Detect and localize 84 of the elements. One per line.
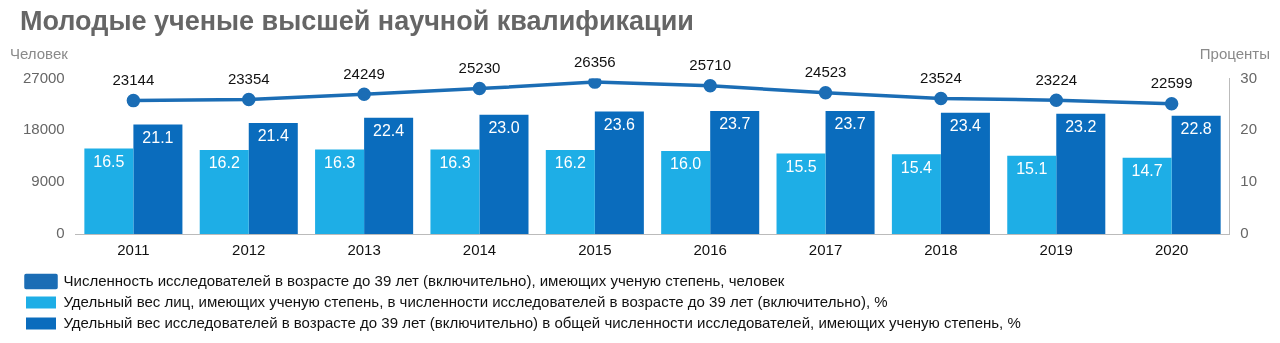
data-label: 16.3 [439,153,471,171]
data-label: 22.4 [373,122,405,140]
point [703,79,717,93]
y-tick-label: 18000 [22,120,65,138]
y-axis-title: Человек [10,45,69,63]
data-label: 23354 [227,70,270,88]
y2-tick-label: 20 [1240,120,1257,138]
data-label: 14.7 [1131,162,1163,180]
x-tick-label: 2018 [924,241,958,259]
x-tick-label: 2019 [1039,241,1073,259]
data-label: 26356 [573,52,616,70]
data-label: 23.6 [603,116,636,133]
x-tick-label: 2012 [232,241,266,259]
data-label: 16.0 [670,155,702,173]
x-tick-label: 2020 [1154,241,1189,259]
bar [479,114,529,234]
data-label: 23.7 [834,115,866,133]
data-label: 25710 [689,56,732,74]
data-label: 23.2 [1065,118,1097,136]
y-tick-label: 27000 [22,68,65,86]
data-label: 15.5 [785,158,817,176]
chart-title: Молодые ученые высшей научной квалификации [20,5,694,36]
point [126,93,141,108]
bar [661,151,711,234]
x-tick-label: 2011 [117,241,150,259]
data-label: 24523 [804,63,847,81]
bar [710,111,760,234]
data-label: 23524 [920,69,962,87]
point [1164,97,1179,111]
bar [133,124,183,234]
bar [825,111,875,234]
bar [430,149,480,234]
data-label: 15.1 [1016,160,1048,178]
y2-axis-title: Проценты [1199,45,1270,63]
bar [315,149,365,234]
bar [1171,115,1221,234]
point [242,92,256,107]
bar [199,149,249,234]
data-label: 24249 [343,64,385,82]
y2-tick-label: 10 [1240,172,1257,190]
bar [545,149,595,234]
bar [891,154,941,234]
x-tick-label: 2013 [347,241,381,259]
data-label: 25230 [458,59,501,77]
data-label: 23224 [1035,70,1078,88]
point [934,91,948,106]
point [472,81,487,96]
data-label: 16.2 [554,154,586,172]
data-label: 23144 [112,71,155,89]
x-tick-label: 2014 [462,241,497,259]
y2-tick-label: 30 [1240,68,1257,86]
bar [1056,113,1106,234]
data-label: 22.8 [1180,120,1212,138]
legend-label: Удельный вес исследователей в возрасте до 39 лет (включительно) в общей численности исследователей, имеющих ученую степень, % [63,313,1021,331]
bar [84,148,134,234]
data-label: 21.4 [257,127,289,145]
y-tick-label: 0 [56,224,65,242]
point [588,78,602,89]
bar [776,153,826,234]
bar [940,112,990,234]
point [1049,93,1064,107]
bar [1122,157,1172,234]
x-tick-label: 2016 [693,241,727,259]
data-label: 22599 [1150,74,1193,92]
point [357,87,371,101]
bar [248,123,298,234]
y2-tick-label: 0 [1240,224,1249,242]
data-label: 16.2 [208,154,240,172]
bar [594,111,644,234]
y-tick-label: 9000 [31,172,65,190]
x-tick-label: 2015 [578,241,612,259]
data-label: 16.3 [324,153,356,171]
bar [1007,155,1057,234]
data-label: 23.7 [719,115,751,133]
x-tick-label: 2017 [808,241,843,259]
data-label: 15.4 [900,158,933,176]
bar [364,117,414,234]
point [818,85,833,100]
legend-label: Численность исследователей в возрасте до 39 лет (включительно), имеющих ученую степень, человек [63,271,785,289]
data-label: 23.4 [949,117,982,135]
legend-label: Удельный вес лиц, имеющих ученую степень, в численности исследователей в возрасте до 39 лет (включительно), % [63,292,888,310]
data-label: 23.0 [488,119,520,137]
data-label: 16.5 [93,152,125,170]
data-label: 21.1 [142,128,174,146]
